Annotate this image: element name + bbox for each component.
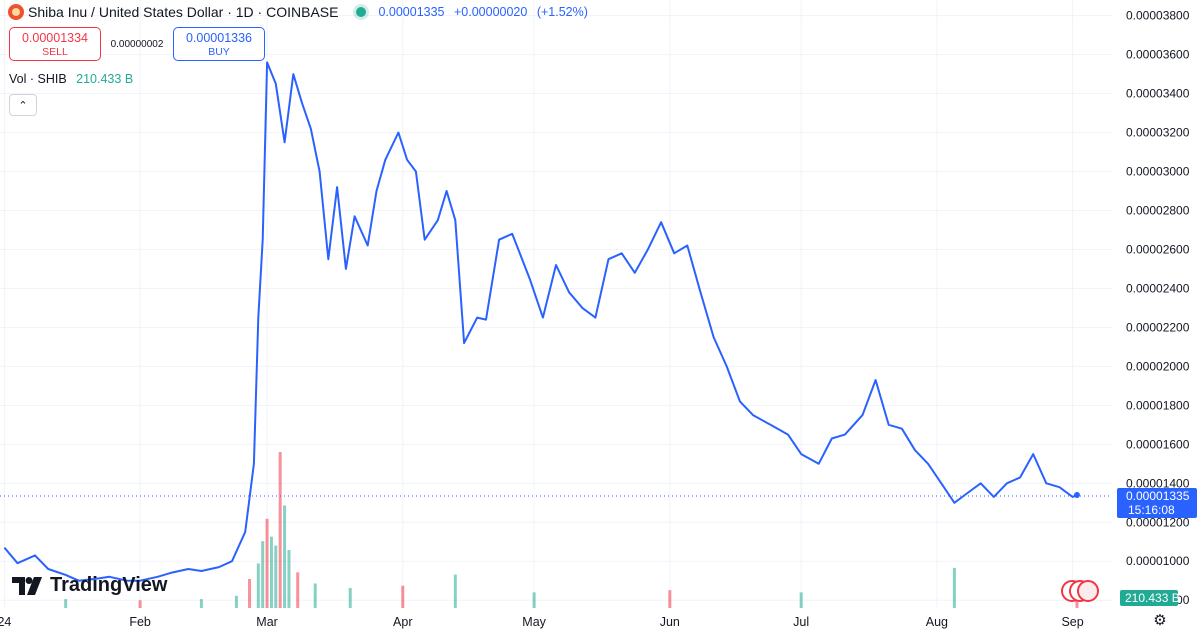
- volume-bar: [283, 505, 287, 608]
- y-tick-label: 0.00003400: [1126, 87, 1190, 101]
- volume-legend[interactable]: Vol · SHIB 210.433 B: [9, 72, 133, 86]
- volume-bar: [234, 595, 238, 608]
- x-tick-label: Mar: [256, 615, 278, 629]
- volume-bar: [296, 572, 300, 608]
- volume-bar: [799, 592, 803, 608]
- tradingview-logo-text: TradingView: [50, 574, 168, 596]
- volume-bar: [287, 550, 291, 608]
- x-tick-label: Sep: [1061, 615, 1083, 629]
- x-tick-label: Aug: [926, 615, 948, 629]
- volume-bar: [269, 536, 273, 608]
- x-tick-label: Jun: [660, 615, 680, 629]
- sell-price: 0.00001334: [21, 31, 89, 45]
- y-tick-label: 0.00002600: [1126, 242, 1190, 256]
- buy-button[interactable]: 0.00001336 BUY: [173, 27, 265, 61]
- y-tick-label: 0.00003600: [1126, 48, 1190, 62]
- volume-bar: [256, 563, 260, 608]
- volume-value-label: 210.433 B: [1120, 590, 1180, 606]
- volume-bar: [248, 579, 252, 608]
- symbol-header: Shiba Inu / United States Dollar · 1D · …: [8, 2, 594, 22]
- volume-bar: [265, 518, 269, 608]
- price-readout: 0.00001335 +0.00000020 (+1.52%): [378, 5, 593, 19]
- last-price: 0.00001335: [378, 5, 445, 19]
- volume-bar: [138, 600, 142, 608]
- volume-bar: [348, 587, 352, 608]
- volume-bar: [274, 545, 278, 608]
- volume-bar: [952, 567, 956, 608]
- y-tick-label: 0.00001600: [1126, 437, 1190, 451]
- price-change: +0.00000020: [454, 5, 528, 19]
- volume-bar: [668, 590, 672, 608]
- events-badge-group[interactable]: [1061, 580, 1101, 604]
- market-open-indicator-icon: [356, 7, 367, 17]
- price-axis[interactable]: 0.000008000.000010000.000012000.00001400…: [1126, 9, 1190, 608]
- chevron-up-icon: ⌃: [18, 99, 28, 112]
- countdown-timer: 15:16:08: [1128, 503, 1175, 517]
- volume-bar: [313, 583, 317, 608]
- x-tick-label: Apr: [393, 615, 412, 629]
- volume-legend-label: Vol · SHIB: [9, 72, 67, 86]
- current-price-label: 0.00001335 15:16:08: [1117, 487, 1197, 518]
- y-tick-label: 0.00001000: [1126, 554, 1190, 568]
- x-tick-label: 24: [0, 615, 11, 629]
- volume-bar: [64, 599, 68, 608]
- y-tick-label: 0.00002200: [1126, 320, 1190, 334]
- tradingview-mark-icon: [12, 576, 42, 595]
- sell-button[interactable]: 0.00001334 SELL: [9, 27, 101, 61]
- time-axis[interactable]: 24 Feb Mar Apr May Jun Jul Aug Sep: [0, 615, 1084, 629]
- y-tick-label: 0.00001800: [1126, 398, 1190, 412]
- last-price-point: [1073, 491, 1080, 498]
- buy-price: 0.00001336: [185, 31, 253, 45]
- grid-lines: [0, 0, 1112, 608]
- y-tick-label: 0.00003200: [1126, 126, 1190, 140]
- gear-icon[interactable]: ⚙: [1153, 612, 1167, 629]
- y-tick-label: 0.00001400: [1126, 476, 1190, 490]
- volume-bar: [401, 585, 405, 608]
- volume-bar: [199, 599, 203, 608]
- volume-bar: [532, 592, 536, 608]
- x-tick-label: Jul: [793, 615, 809, 629]
- shiba-inu-coin-icon: [8, 4, 24, 20]
- x-tick-label: May: [522, 615, 546, 629]
- y-tick-label: 0.00003000: [1126, 164, 1190, 178]
- flag-event-icon: [1077, 580, 1099, 602]
- y-tick-label: 0.00002000: [1126, 359, 1190, 373]
- spread-value: 0.00000002: [110, 38, 164, 50]
- volume-legend-value: 210.433 B: [76, 72, 134, 86]
- symbol-title[interactable]: Shiba Inu / United States Dollar · 1D · …: [28, 4, 339, 20]
- tradingview-logo[interactable]: TradingView: [12, 574, 167, 597]
- volume-bars: [64, 452, 1079, 608]
- volume-bar: [278, 452, 282, 608]
- y-tick-label: 0.00001200: [1126, 515, 1190, 529]
- trade-buttons: 0.00001334 SELL 0.00000002 0.00001336 BU…: [9, 27, 265, 61]
- collapse-legend-button[interactable]: ⌃: [9, 94, 37, 116]
- x-tick-label: Feb: [129, 615, 151, 629]
- price-series-line: [3, 61, 1078, 582]
- price-change-percent: (+1.52%): [536, 5, 588, 19]
- buy-label: BUY: [208, 46, 230, 58]
- volume-bar: [453, 574, 457, 608]
- y-tick-label: 0.00002400: [1126, 281, 1190, 295]
- y-tick-label: 0.00003800: [1126, 9, 1190, 23]
- volume-badge-value: 210.433 B: [1125, 591, 1180, 605]
- y-tick-label: 0.00002800: [1126, 203, 1190, 217]
- volume-bar: [261, 541, 265, 608]
- current-price-value: 0.00001335: [1126, 489, 1190, 503]
- sell-label: SELL: [42, 46, 68, 58]
